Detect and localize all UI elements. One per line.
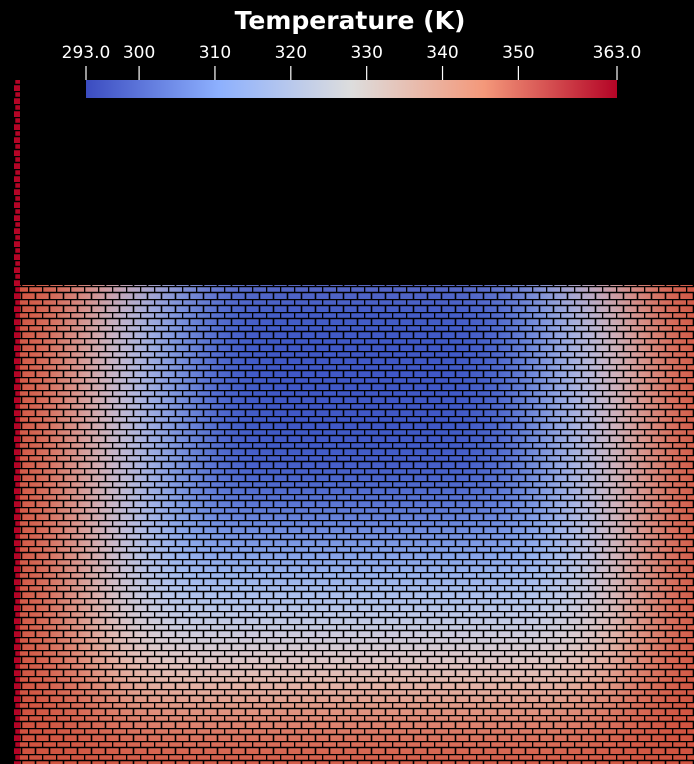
wall-particles-grid xyxy=(14,80,20,764)
colorbar-title: Temperature (K) xyxy=(235,6,466,35)
colorbar-tick-label: 300 xyxy=(123,43,155,63)
colorbar-tick-label: 310 xyxy=(199,43,231,63)
colorbar-tick-label: 340 xyxy=(426,43,458,63)
colorbar-tick-label: 320 xyxy=(275,43,307,63)
colorbar-ramp xyxy=(86,80,617,98)
colorbar: 293.0 300 310 320 330 340 350 363.0 xyxy=(62,43,642,98)
colorbar-tick-label: 350 xyxy=(502,43,534,63)
temperature-field xyxy=(20,285,694,764)
colorbar-tick-label: 293.0 xyxy=(62,43,111,63)
colorbar-tick-label: 330 xyxy=(350,43,382,63)
colorbar-tick-label: 363.0 xyxy=(593,43,642,63)
